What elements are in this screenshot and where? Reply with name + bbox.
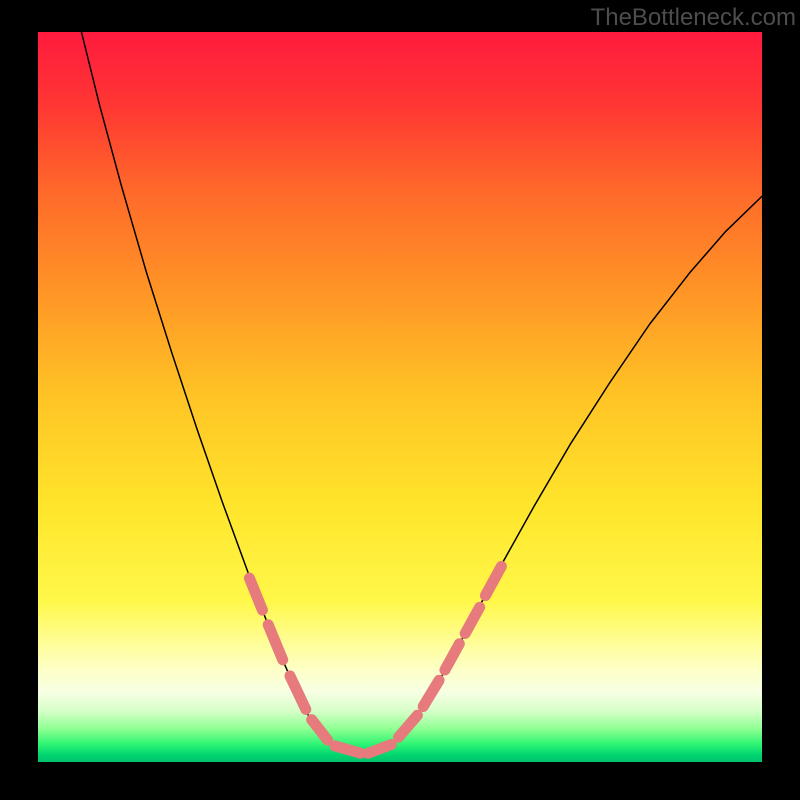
plot-area — [38, 32, 762, 762]
gradient-background — [38, 32, 762, 762]
chart-svg — [38, 32, 762, 762]
highlight-segment — [335, 746, 361, 753]
watermark-text: TheBottleneck.com — [591, 4, 796, 32]
chart-frame: TheBottleneck.com — [0, 0, 800, 800]
